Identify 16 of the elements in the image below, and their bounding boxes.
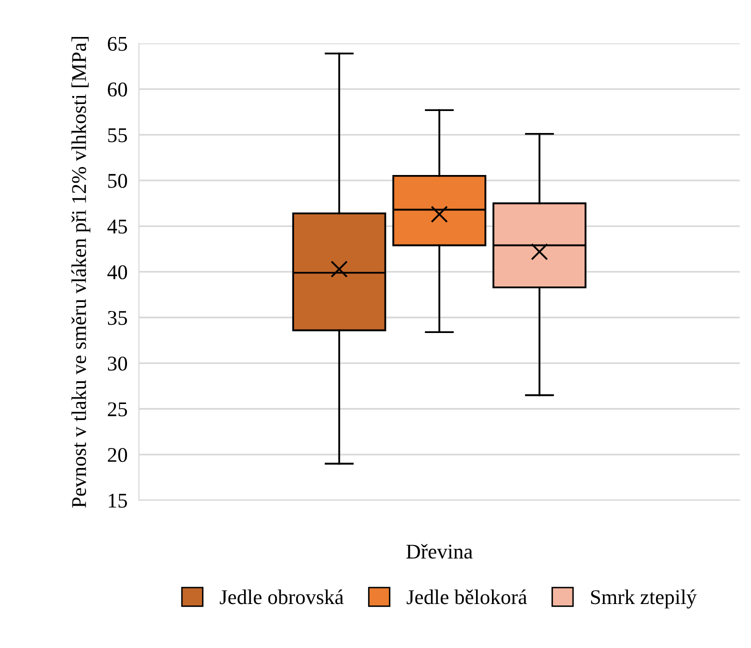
- y-axis-title: Pevnost v tlaku ve směru vláken při 12% vlhkosti [MPa]: [71, 37, 90, 508]
- legend-label: Jedle obrovská: [220, 590, 344, 604]
- y-tick-label: 40: [107, 265, 128, 280]
- y-tick-label: 60: [108, 82, 128, 97]
- y-tick-label: 45: [107, 220, 128, 234]
- y-tick-label: 35: [108, 310, 128, 325]
- legend-label: Smrk ztepilý: [591, 590, 697, 608]
- y-tick-label: 25: [108, 402, 128, 416]
- y-tick-label: 65: [108, 36, 128, 51]
- legend-label: Jedle bělokorá: [406, 589, 527, 604]
- y-tick-label: 20: [108, 448, 128, 462]
- y-tick-label: 30: [108, 356, 128, 371]
- y-tick-label: 15: [108, 494, 128, 508]
- y-tick-label: 55: [108, 128, 128, 142]
- y-tick-label: 50: [108, 174, 128, 188]
- x-axis-title: Dřevina: [406, 544, 473, 559]
